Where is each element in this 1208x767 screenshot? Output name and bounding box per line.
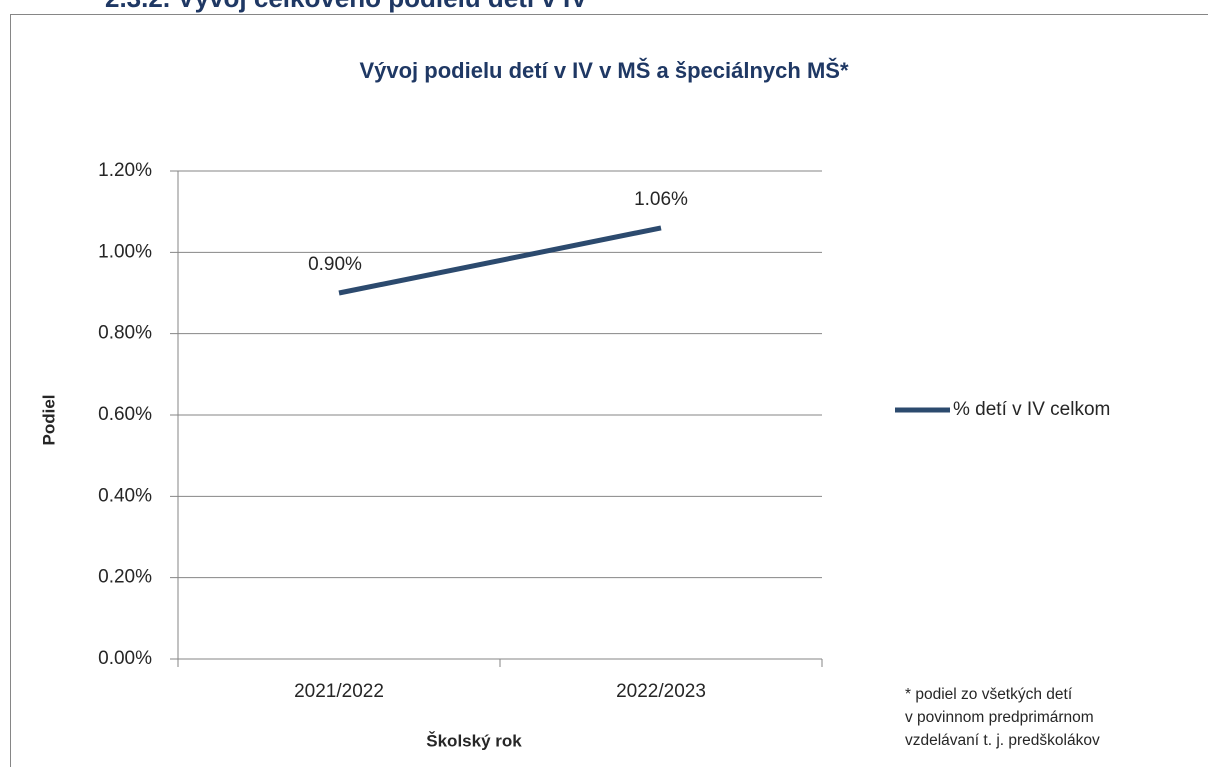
x-axis-label: Školský rok xyxy=(426,731,522,750)
y-tick-label: 0.20% xyxy=(98,567,152,588)
y-tick-label: 0.80% xyxy=(98,323,152,344)
y-tick-label: 0.60% xyxy=(98,404,152,425)
x-tick-label: 2021/2022 xyxy=(294,681,384,702)
y-axis-label: Podiel xyxy=(39,394,58,445)
footnote: v povinnom predprimárnom xyxy=(905,709,1094,726)
footnote: vzdelávaní t. j. predškolákov xyxy=(905,732,1100,749)
legend-label: % detí v IV celkom xyxy=(953,399,1110,420)
chart-frame xyxy=(10,14,1208,767)
y-tick-label: 0.40% xyxy=(98,485,152,506)
y-tick-label: 1.20% xyxy=(98,160,152,181)
footnote: * podiel zo všetkých detí xyxy=(905,686,1073,703)
chart-title: Vývoj podielu detí v IV v MŠ a špeciálny… xyxy=(359,58,848,83)
section-heading: 2.3.2. Vývoj celkového podielu detí v IV xyxy=(105,0,588,13)
y-tick-label: 0.00% xyxy=(98,648,152,669)
data-line xyxy=(338,225,662,296)
y-tick-label: 1.00% xyxy=(98,241,152,262)
x-tick-label: 2022/2023 xyxy=(616,681,706,702)
data-label: 0.90% xyxy=(308,254,362,275)
data-label: 1.06% xyxy=(634,189,688,210)
